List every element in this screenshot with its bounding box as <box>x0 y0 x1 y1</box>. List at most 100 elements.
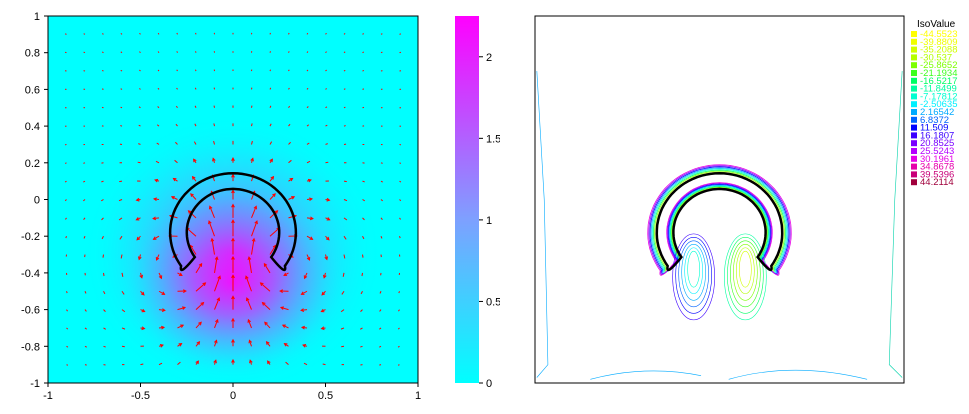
velocity-arrow <box>66 345 69 348</box>
velocity-arrow <box>380 217 383 220</box>
velocity-arrow <box>362 217 365 221</box>
arrow-head <box>216 297 221 302</box>
arrow-head <box>198 262 203 267</box>
velocity-arrow <box>288 51 290 53</box>
velocity-arrow <box>325 161 329 164</box>
iso-swatch <box>911 155 917 162</box>
contour-lobe <box>678 240 709 308</box>
y-tick-label: 1 <box>34 11 40 23</box>
velocity-arrow <box>288 32 290 35</box>
velocity-arrow <box>362 254 364 258</box>
iso-value-label: 20.8525 <box>920 138 954 149</box>
velocity-arrow <box>269 123 272 127</box>
arrow-head <box>213 339 218 344</box>
velocity-arrow <box>83 33 86 35</box>
arrow-head <box>140 291 145 296</box>
contour-line <box>648 165 791 276</box>
velocity-arrow <box>83 162 86 164</box>
contour-lobe <box>675 237 712 314</box>
velocity-arrow <box>251 140 253 145</box>
velocity-arrow <box>195 321 202 329</box>
arrow-head <box>231 189 235 194</box>
contour-lobe <box>727 237 764 314</box>
velocity-arrow <box>66 364 69 366</box>
contour-line <box>650 167 789 274</box>
arrow-head <box>158 275 163 280</box>
arrow-head <box>170 196 175 200</box>
velocity-arrow <box>280 306 289 311</box>
arrow-head <box>172 177 177 182</box>
arrow-head <box>247 318 251 323</box>
velocity-arrow <box>157 51 160 53</box>
velocity-arrow <box>251 123 253 127</box>
velocity-arrow <box>84 364 87 366</box>
velocity-arrow <box>103 272 105 277</box>
velocity-arrow <box>306 87 309 90</box>
velocity-arrow <box>399 217 401 220</box>
velocity-arrow <box>83 217 86 220</box>
velocity-arrow <box>175 123 178 127</box>
velocity-arrow <box>306 142 310 145</box>
velocity-arrow <box>325 124 328 127</box>
colorbar-tick-label: 2 <box>486 52 492 64</box>
arrow-head <box>250 157 254 162</box>
arrow-head <box>259 282 264 286</box>
velocity-arrow <box>155 160 160 164</box>
velocity-arrow <box>214 276 221 292</box>
velocity-arrow <box>138 124 141 127</box>
velocity-arrow <box>362 69 365 72</box>
contour-lobe <box>681 243 706 301</box>
velocity-arrow <box>195 282 206 292</box>
arrow-head <box>159 343 164 348</box>
velocity-arrow <box>306 69 309 72</box>
contour-frame <box>534 15 905 384</box>
y-tick-label: -0.6 <box>21 305 40 317</box>
y-tick-label: 0 <box>34 195 40 207</box>
velocity-arrow <box>101 180 104 183</box>
velocity-arrow <box>195 69 197 72</box>
velocity-arrow <box>245 276 252 292</box>
iso-swatch <box>911 46 917 53</box>
colorbar <box>455 16 479 383</box>
arrow-head <box>300 325 305 330</box>
arrow-head <box>254 220 258 225</box>
arrow-head <box>190 193 194 197</box>
x-axis: -1 -0.5 0 0.5 1 <box>43 383 421 402</box>
velocity-arrow <box>194 87 197 90</box>
velocity-arrow <box>342 272 345 277</box>
velocity-arrow <box>176 69 178 72</box>
velocity-arrow <box>325 88 327 90</box>
arrow-head <box>161 308 166 312</box>
velocity-arrow <box>101 217 104 221</box>
velocity-arrow <box>397 345 400 348</box>
x-tick-label: -0.5 <box>131 390 150 402</box>
arrow-head <box>213 359 217 364</box>
velocity-arrow <box>379 364 382 366</box>
y-tick-label: 0.8 <box>25 48 40 60</box>
arrow-head <box>251 237 256 242</box>
velocity-arrow <box>175 141 178 145</box>
velocity-arrow <box>65 217 67 220</box>
velocity-arrow <box>120 106 123 109</box>
velocity-arrow <box>343 106 346 109</box>
velocity-arrow <box>83 51 86 54</box>
velocity-arrow <box>193 141 197 145</box>
arrow-head <box>274 210 279 214</box>
velocity-arrow <box>156 124 160 127</box>
colorbar-tick-label: 1 <box>486 215 492 227</box>
velocity-arrow <box>251 206 257 219</box>
arrow-head <box>181 306 187 310</box>
arrow-head <box>212 157 216 162</box>
x-tick-label: -1 <box>43 390 53 402</box>
velocity-arrow <box>214 257 218 273</box>
velocity-arrow <box>157 69 160 72</box>
y-tick-label: -1 <box>30 378 40 390</box>
iso-swatch <box>911 93 917 100</box>
arrow-head <box>245 275 249 280</box>
velocity-arrow <box>176 51 178 53</box>
velocity-arrow <box>343 217 348 221</box>
arrow-head <box>231 157 235 161</box>
arrow-head <box>279 306 285 310</box>
iso-value-label: -11.8499 <box>920 84 957 95</box>
velocity-arrow <box>325 32 327 35</box>
